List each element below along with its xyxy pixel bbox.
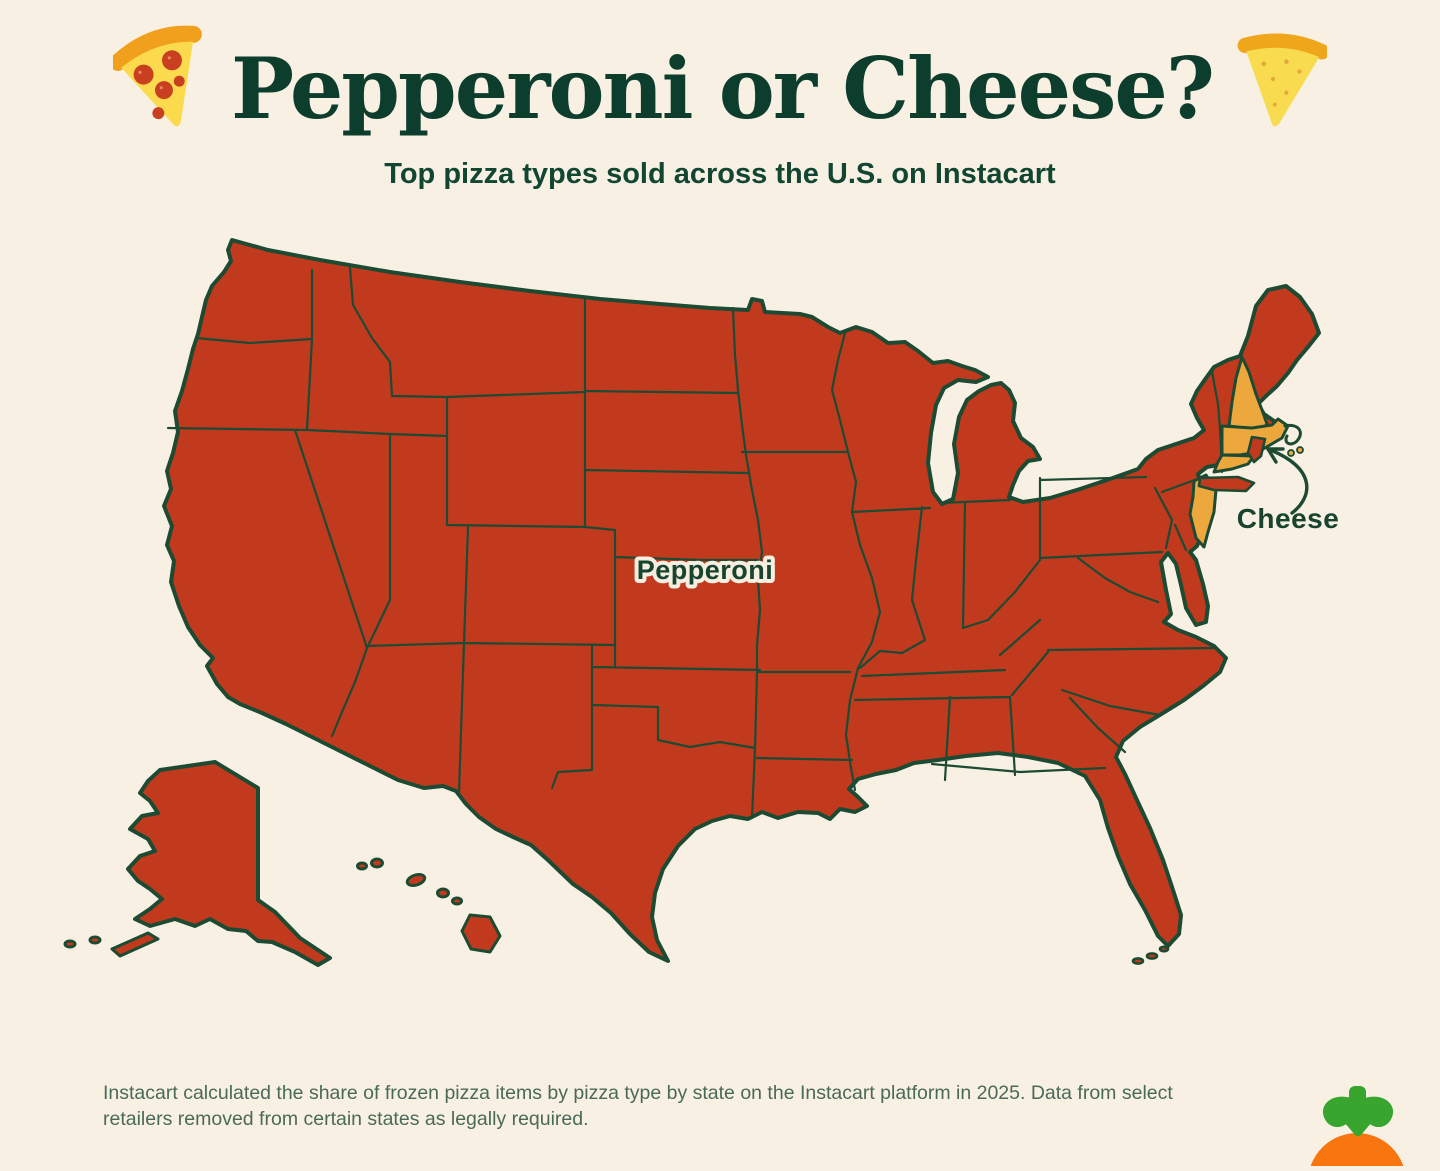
state-hawaii	[356, 857, 502, 954]
long-island	[1197, 475, 1256, 493]
marthas-vineyard	[1287, 449, 1295, 457]
carrot-body	[1309, 1133, 1405, 1171]
methodology-note: Instacart calculated the share of frozen…	[103, 1080, 1293, 1132]
state-borders	[166, 266, 1224, 820]
cheese-label: Cheese	[1237, 503, 1340, 534]
cape-cod	[1283, 423, 1302, 446]
florida-keys	[1131, 945, 1170, 965]
pepperoni-pizza-slice-icon	[109, 20, 213, 141]
cheese-arrow	[1266, 447, 1309, 515]
map-subtitle: Top pizza types sold across the U.S. on …	[384, 158, 1056, 190]
methodology-note-line2: retailers removed from certain states as…	[103, 1108, 589, 1130]
nantucket	[1296, 446, 1304, 454]
carrot-leaf	[1322, 1086, 1394, 1137]
state-connecticut	[1212, 453, 1256, 474]
cheese-pizza-slice-icon	[1231, 20, 1330, 141]
header: Pepperoni or Cheese?	[0, 0, 1440, 160]
instacart-carrot-logo	[1306, 1080, 1410, 1171]
state-alaska	[63, 760, 332, 967]
methodology-note-line1: Instacart calculated the share of frozen…	[103, 1082, 1173, 1104]
lower-48-land	[162, 238, 1321, 963]
pepperoni-label: Pepperoni	[637, 555, 774, 585]
state-rhode-island	[1246, 435, 1267, 464]
page-title: Pepperoni or Cheese?	[230, 39, 1215, 138]
